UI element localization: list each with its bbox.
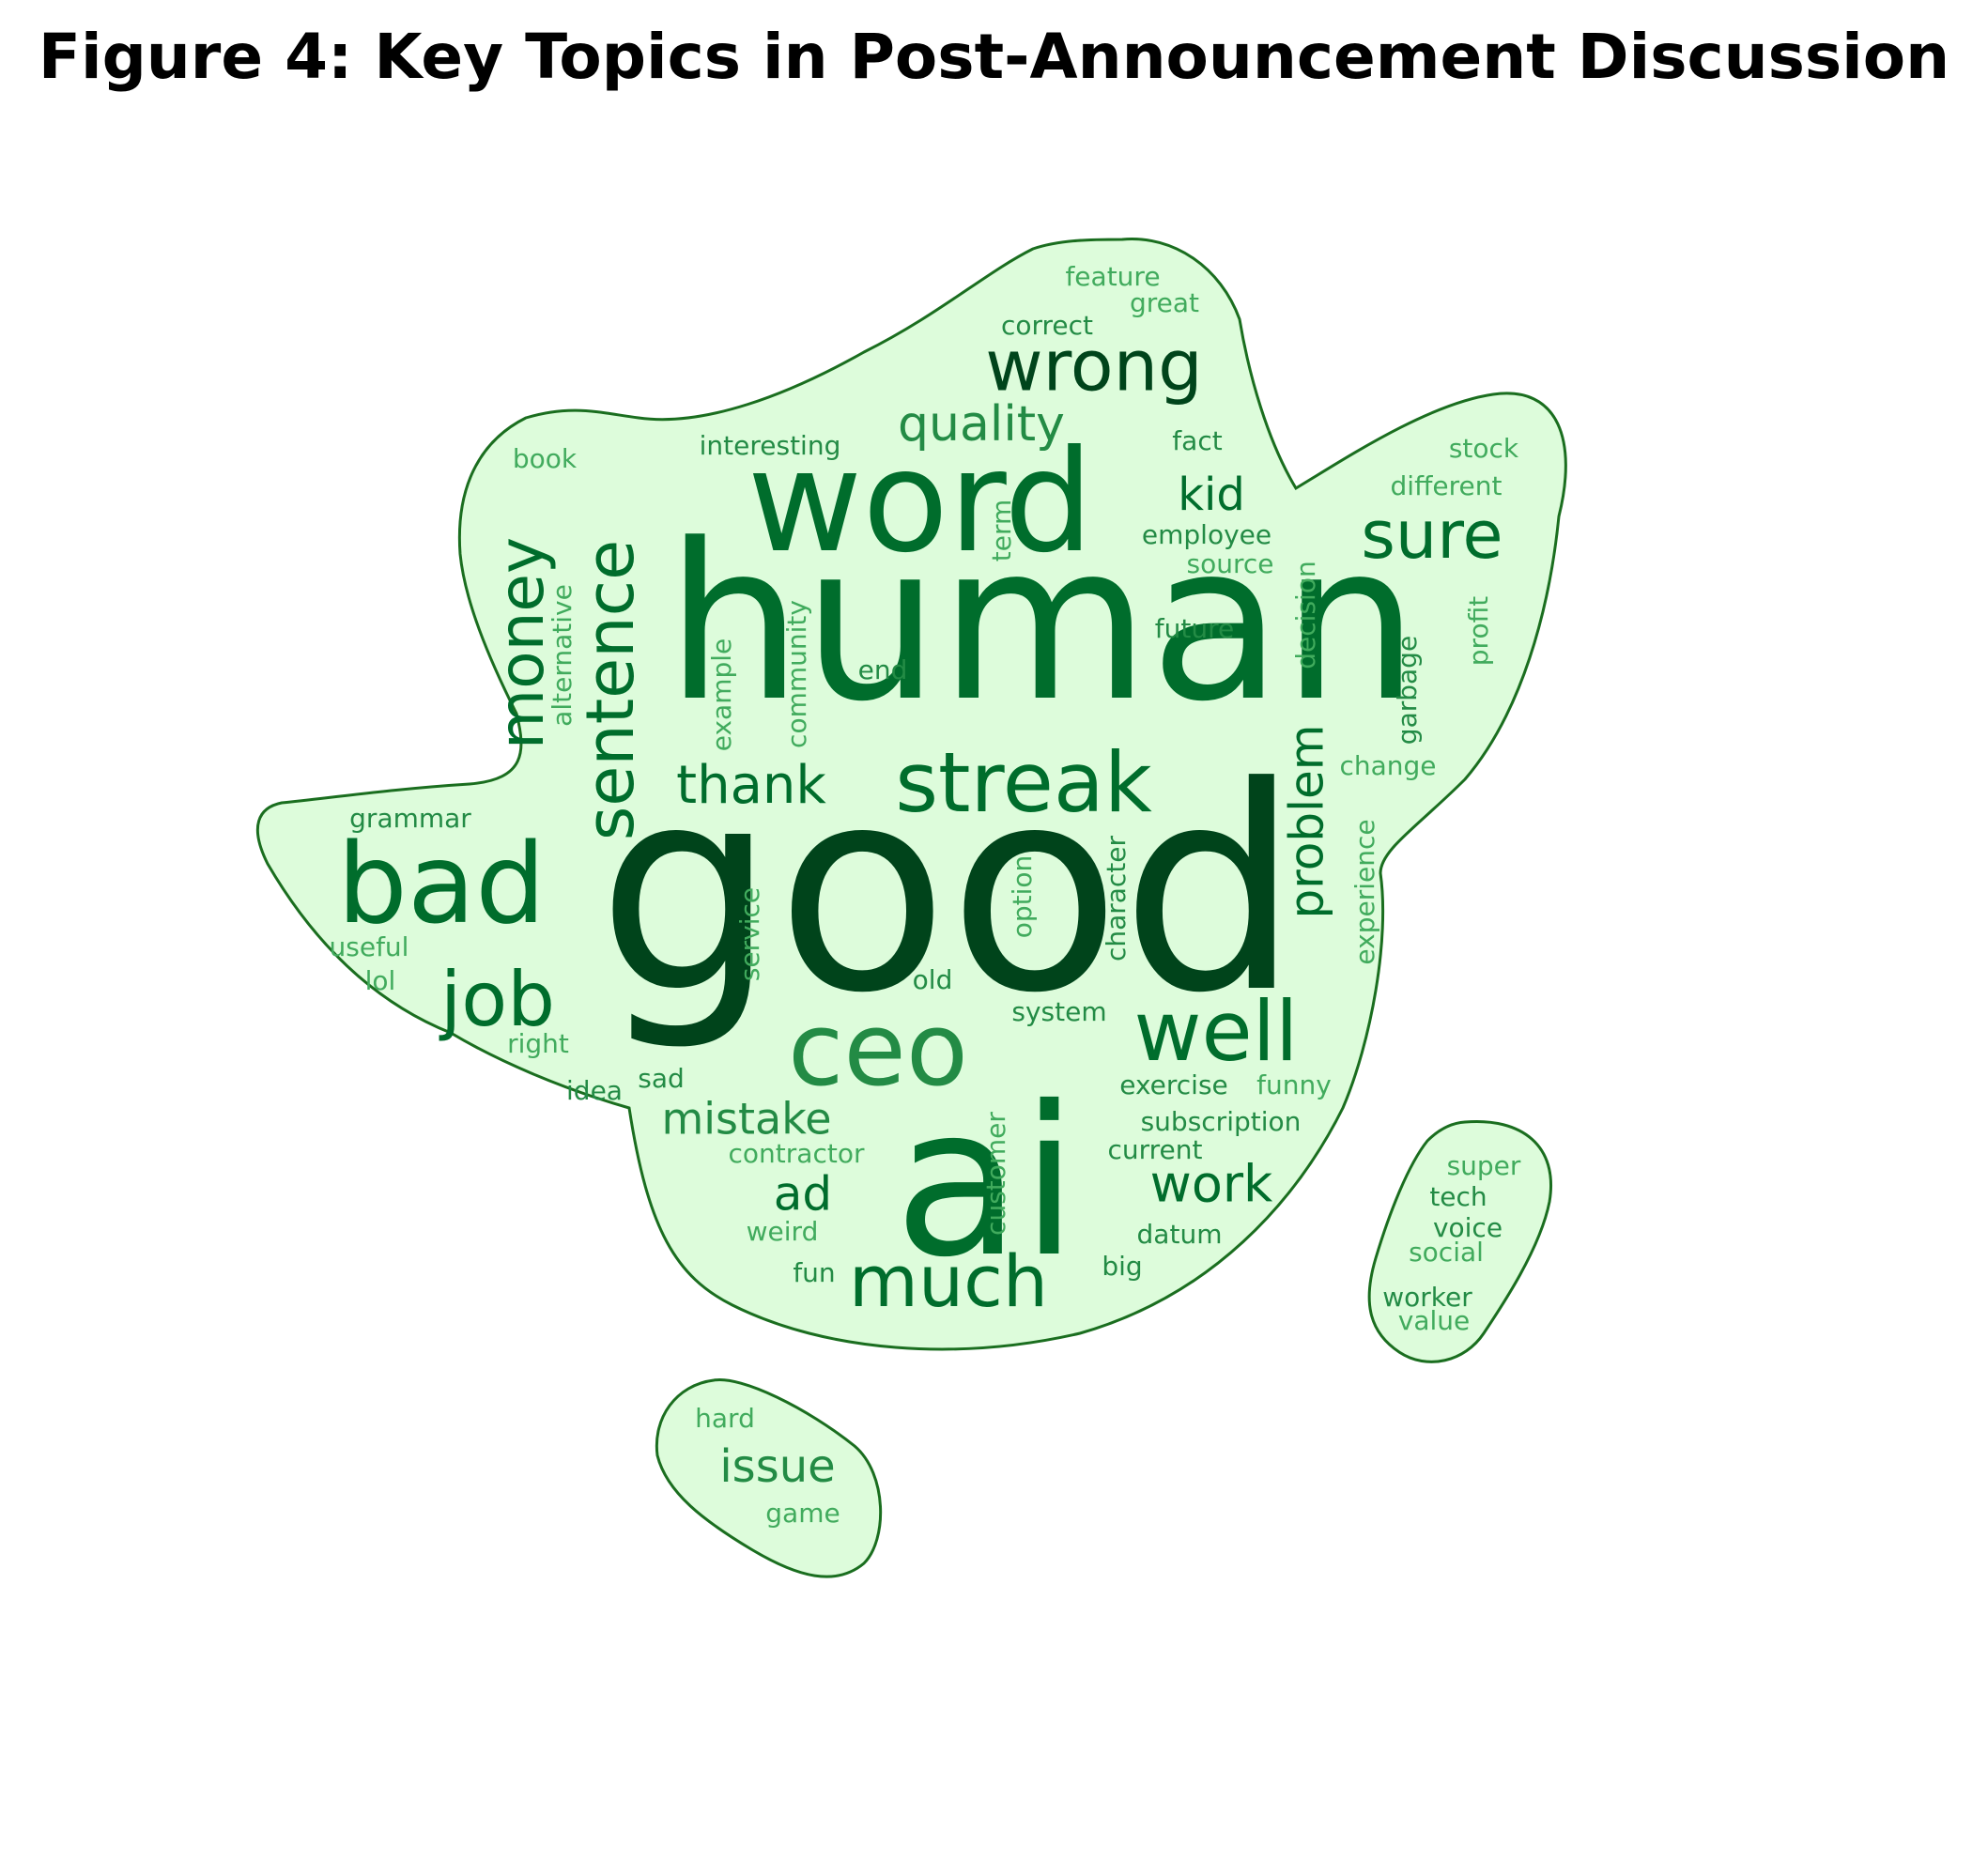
bottom-blob-shape xyxy=(655,1378,883,1578)
cloud-word-bad: bad xyxy=(337,819,546,948)
cloud-word-kid: kid xyxy=(1178,469,1245,521)
cloud-word-change: change xyxy=(1339,750,1436,781)
cloud-word-money: money xyxy=(485,537,558,749)
cloud-word-human: human xyxy=(666,499,1419,749)
cloud-word-game: game xyxy=(765,1498,840,1529)
cloud-word-tech: tech xyxy=(1429,1181,1487,1212)
cloud-word-sad: sad xyxy=(638,1063,685,1094)
cloud-word-exercise: exercise xyxy=(1119,1069,1228,1100)
figure-title: Figure 4: Key Topics in Post-Announcemen… xyxy=(38,21,1950,93)
cloud-word-good: good xyxy=(597,727,1300,1054)
cloud-word-ceo: ceo xyxy=(788,992,968,1109)
cloud-word-word: word xyxy=(747,421,1094,584)
cloud-word-sure: sure xyxy=(1361,497,1503,574)
main-cloud-shape xyxy=(255,238,1567,1351)
cloud-word-fun: fun xyxy=(793,1257,835,1288)
cloud-word-term: term xyxy=(986,500,1017,562)
cloud-word-different: different xyxy=(1391,470,1503,501)
cloud-word-experience: experience xyxy=(1349,819,1380,964)
cloud-word-grammar: grammar xyxy=(349,803,471,834)
cloud-word-social: social xyxy=(1409,1237,1484,1268)
cloud-word-sentence: sentence xyxy=(572,540,649,840)
cloud-word-ad: ad xyxy=(774,1167,832,1222)
cloud-word-right: right xyxy=(507,1028,569,1059)
cloud-word-mistake: mistake xyxy=(661,1094,831,1145)
cloud-word-future: future xyxy=(1155,613,1234,644)
cloud-word-ai: ai xyxy=(894,1062,1078,1302)
cloud-word-funny: funny xyxy=(1256,1069,1332,1100)
cloud-word-contractor: contractor xyxy=(729,1138,865,1169)
cloud-word-current: current xyxy=(1107,1134,1202,1165)
cloud-word-feature: feature xyxy=(1065,261,1160,292)
cloud-word-weird: weird xyxy=(747,1216,819,1247)
cloud-word-lol: lol xyxy=(365,965,396,996)
cloud-word-useful: useful xyxy=(330,931,409,962)
cloud-word-streak: streak xyxy=(895,734,1152,831)
cloud-word-correct: correct xyxy=(1001,310,1093,341)
cloud-word-idea: idea xyxy=(566,1075,623,1106)
cloud-word-garbage: garbage xyxy=(1392,636,1423,745)
cloud-word-fact: fact xyxy=(1172,425,1222,456)
cloud-word-subscription: subscription xyxy=(1141,1106,1302,1137)
cloud-word-work: work xyxy=(1150,1155,1273,1214)
cloud-word-old: old xyxy=(913,964,953,995)
cloud-word-hard: hard xyxy=(695,1403,755,1434)
cloud-word-well: well xyxy=(1133,983,1298,1080)
right-blob-shape xyxy=(1367,1119,1552,1363)
cloud-word-option: option xyxy=(1007,855,1038,939)
cloud-word-alternative: alternative xyxy=(547,584,578,727)
cloud-word-wrong: wrong xyxy=(985,325,1203,408)
cloud-word-quality: quality xyxy=(898,396,1065,453)
cloud-word-great: great xyxy=(1130,287,1199,318)
cloud-word-stock: stock xyxy=(1449,433,1519,464)
cloud-word-issue: issue xyxy=(719,1440,835,1493)
cloud-word-thank: thank xyxy=(676,755,826,816)
cloud-word-problem: problem xyxy=(1280,725,1334,919)
cloud-word-much: much xyxy=(849,1239,1048,1323)
cloud-word-datum: datum xyxy=(1137,1219,1223,1250)
cloud-word-example: example xyxy=(706,638,737,752)
cloud-word-employee: employee xyxy=(1142,519,1271,550)
cloud-word-interesting: interesting xyxy=(700,430,841,461)
cloud-word-worker: worker xyxy=(1382,1282,1472,1313)
cloud-word-super: super xyxy=(1447,1150,1521,1181)
cloud-word-decision: decision xyxy=(1290,561,1321,669)
cloud-word-book: book xyxy=(513,443,578,474)
cloud-word-end: end xyxy=(858,654,908,685)
cloud-word-profit: profit xyxy=(1463,596,1494,666)
cloud-word-job: job xyxy=(439,956,555,1043)
cloud-word-source: source xyxy=(1187,548,1274,579)
cloud-word-value: value xyxy=(1398,1305,1470,1336)
cloud-word-big: big xyxy=(1102,1251,1142,1282)
cloud-word-voice: voice xyxy=(1433,1212,1503,1243)
cloud-word-character: character xyxy=(1101,835,1132,961)
cloud-word-customer: customer xyxy=(980,1112,1011,1236)
cloud-word-community: community xyxy=(781,600,812,748)
cloud-word-service: service xyxy=(734,887,765,981)
cloud-word-system: system xyxy=(1011,996,1106,1027)
